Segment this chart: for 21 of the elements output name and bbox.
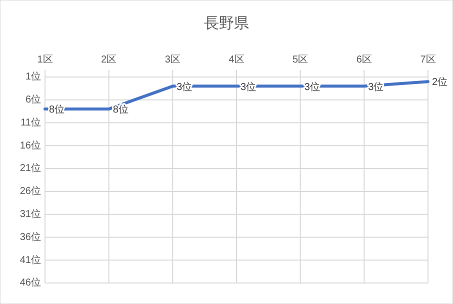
ytick: 11位: [20, 117, 41, 128]
xtick: 5区: [292, 54, 308, 66]
xtick: 6区: [356, 54, 372, 66]
xtick: 1区: [37, 54, 53, 66]
ytick: 41位: [20, 254, 41, 266]
xtick: 7区: [420, 54, 436, 66]
xtick: 4区: [228, 54, 244, 66]
ytick: 16位: [20, 140, 41, 152]
ytick: 31位: [20, 208, 41, 220]
xtick: 3区: [164, 54, 180, 66]
data-label: 8位: [49, 104, 65, 116]
ytick: 1位: [25, 72, 41, 83]
xtick: 2区: [101, 54, 117, 66]
data-label: 8位: [112, 104, 128, 116]
ytick: 21位: [20, 163, 41, 174]
title: 長野県: [204, 14, 249, 32]
data-label: 2位: [432, 77, 448, 88]
ytick: 46位: [20, 278, 41, 289]
ytick: 36位: [20, 232, 41, 243]
ytick: 6位: [25, 94, 41, 106]
ytick: 26位: [20, 186, 41, 198]
